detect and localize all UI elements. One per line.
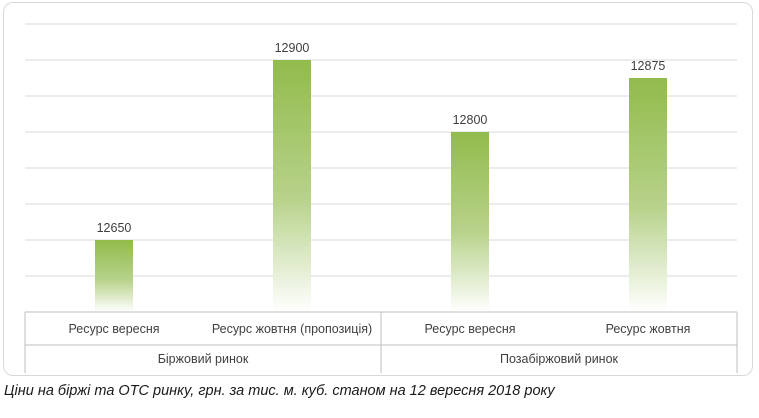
bar	[451, 132, 489, 312]
bar	[95, 240, 133, 312]
value-labels: 12650 12900 12800 12875	[97, 41, 666, 235]
chart-frame	[3, 2, 753, 376]
bar	[273, 60, 311, 312]
figure-caption: Ціни на біржі та ОТС ринку, грн. за тис.…	[4, 383, 555, 399]
group-label: Позабіржовий ринок	[500, 352, 619, 366]
data-label: 12900	[275, 41, 310, 55]
data-label: 12650	[97, 221, 132, 235]
data-label: 12800	[453, 113, 488, 127]
bar	[629, 78, 667, 312]
category-label: Ресурс вересня	[424, 322, 515, 336]
category-axis: Ресурс вересня Ресурс жовтня (пропозиція)…	[24, 311, 738, 373]
group-label: Біржовий ринок	[158, 352, 249, 366]
bars	[95, 60, 667, 312]
category-label: Ресурс жовтня	[606, 322, 691, 336]
data-label: 12875	[631, 59, 666, 73]
category-label: Ресурс вересня	[68, 322, 159, 336]
category-label: Ресурс жовтня (пропозиція)	[212, 322, 372, 336]
